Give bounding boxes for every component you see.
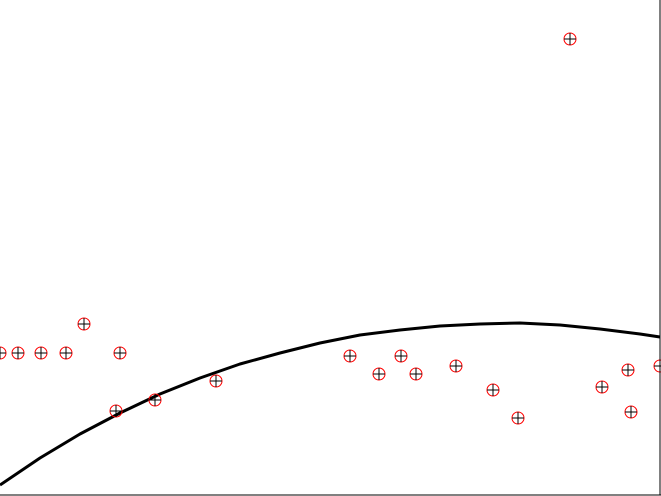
data-point [595, 380, 609, 394]
data-point [34, 346, 48, 360]
data-point [0, 346, 7, 360]
data-point [621, 363, 635, 377]
data-point [486, 383, 500, 397]
data-point [113, 346, 127, 360]
data-point [209, 374, 223, 388]
data-point [59, 346, 73, 360]
data-point [11, 346, 25, 360]
data-point [563, 32, 577, 46]
data-point [148, 393, 162, 407]
data-points-layer [0, 32, 661, 425]
data-point [372, 367, 386, 381]
data-point [77, 317, 91, 331]
data-point [624, 405, 638, 419]
data-point [343, 349, 357, 363]
data-point [109, 404, 123, 418]
data-point [394, 349, 408, 363]
data-point [449, 359, 463, 373]
data-point [511, 411, 525, 425]
data-point [409, 367, 423, 381]
